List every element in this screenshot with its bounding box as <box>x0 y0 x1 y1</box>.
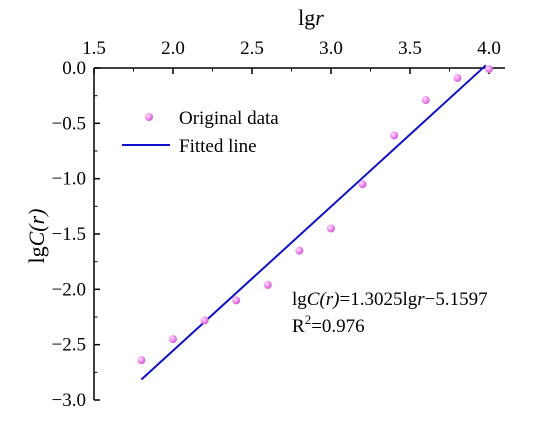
y-tick-label: −1.0 <box>52 169 86 190</box>
x-tick-label: 1.5 <box>82 38 106 59</box>
x-tick-label: 4.0 <box>477 38 501 59</box>
data-point <box>263 280 272 289</box>
legend-label-original-data: Original data <box>179 108 279 129</box>
y-tick-label: 0.0 <box>62 58 86 79</box>
data-point <box>137 356 146 365</box>
x-tick-label: 3.5 <box>398 38 422 59</box>
legend-marker-original-data <box>145 113 153 121</box>
r-squared: R2=0.976 <box>292 312 365 337</box>
y-tick-label: −0.5 <box>52 113 86 134</box>
x-tick-label: 3.0 <box>319 38 343 59</box>
data-point <box>295 246 304 255</box>
data-point <box>421 96 430 105</box>
data-point <box>485 65 493 74</box>
data-point <box>453 73 462 82</box>
fitted-line <box>140 64 487 381</box>
y-tick-label: −3.0 <box>52 390 86 411</box>
x-tick-label: 2.5 <box>240 38 264 59</box>
y-axis-title: lgC(r) <box>24 208 49 263</box>
fit-equation: lgC(r)=1.3025lgr−5.1597 <box>292 289 488 310</box>
data-points <box>137 65 493 365</box>
data-point <box>169 335 177 344</box>
y-tick-label: −2.5 <box>52 335 86 356</box>
legend: Original data Fitted line <box>122 108 279 157</box>
x-axis-title: lgr <box>298 5 324 30</box>
y-tick-label: −1.5 <box>52 224 86 245</box>
data-point <box>232 296 241 305</box>
y-axis-ticks: 0.0 −0.5 −1.0 −1.5 −2.0 −2.5 −3.0 <box>52 58 100 411</box>
x-tick-label: 2.0 <box>161 38 185 59</box>
data-point <box>327 224 335 233</box>
y-tick-label: −2.0 <box>52 279 86 300</box>
data-point <box>358 180 367 189</box>
x-axis-ticks: 1.5 2.0 2.5 3.0 3.5 4.0 <box>82 38 501 74</box>
data-point <box>200 316 209 325</box>
legend-label-fitted-line: Fitted line <box>179 136 257 157</box>
data-point <box>390 131 399 140</box>
